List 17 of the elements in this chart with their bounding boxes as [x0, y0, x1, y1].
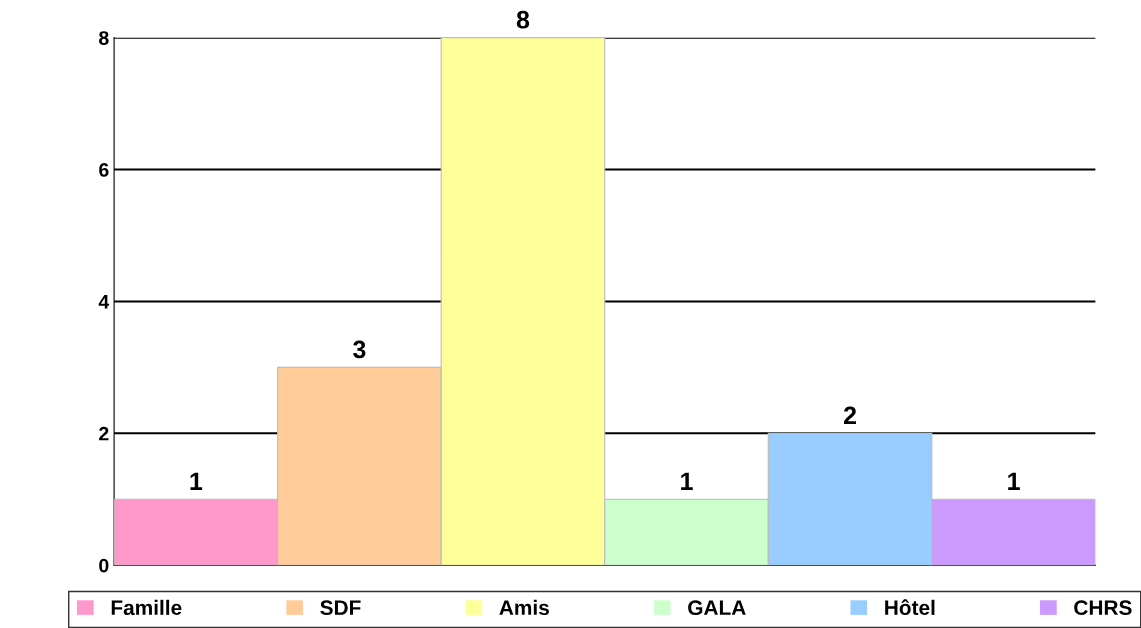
y-tick-label: 2 — [99, 426, 109, 441]
data-label: 1 — [190, 472, 203, 490]
legend-label: Famille — [111, 599, 182, 616]
y-tick-label: 0 — [99, 558, 109, 573]
data-label: 1 — [681, 472, 693, 490]
legend-label: SDF — [320, 600, 361, 616]
legend-label: Amis — [499, 599, 549, 616]
data-label: 1 — [1008, 472, 1020, 490]
y-tick-label: 4 — [98, 295, 110, 309]
data-label: 3 — [353, 340, 366, 359]
y-tick-label: 6 — [99, 163, 109, 177]
y-tick-label: 8 — [99, 31, 109, 45]
legend-label: CHRS — [1074, 600, 1132, 616]
data-label: 2 — [843, 406, 856, 424]
legend-label: Hôtel — [885, 599, 935, 616]
data-label: 8 — [516, 10, 530, 29]
legend-label: GALA — [688, 600, 746, 616]
